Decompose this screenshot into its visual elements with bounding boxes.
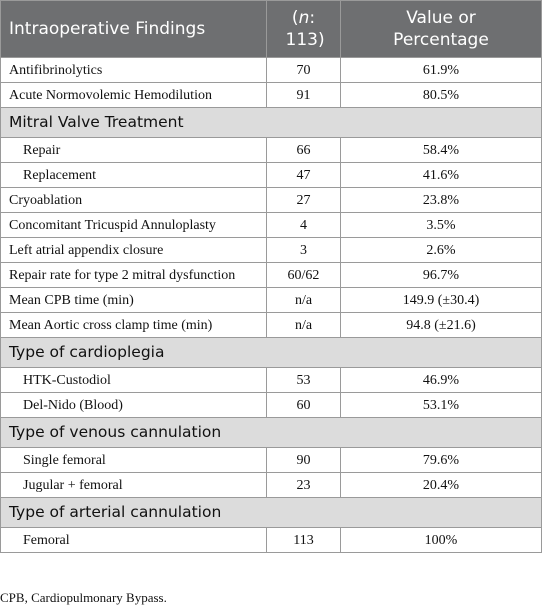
header-row: Intraoperative Findings (n: 113) Value o… bbox=[0, 0, 542, 58]
section-cell: Mitral Valve Treatment bbox=[0, 107, 542, 138]
value-cell: 41.6% bbox=[340, 162, 542, 188]
label-cell: Femoral bbox=[0, 527, 267, 553]
label-cell: HTK-Custodiol bbox=[0, 367, 267, 393]
data-row: Antifibrinolytics 70 61.9% bbox=[0, 57, 542, 83]
section-row: Type of venous cannulation bbox=[0, 417, 542, 448]
value-cell: 53.1% bbox=[340, 392, 542, 418]
data-row: Jugular + femoral 23 20.4% bbox=[0, 472, 542, 498]
value-cell: 20.4% bbox=[340, 472, 542, 498]
value-cell: 149.9 (±30.4) bbox=[340, 287, 542, 313]
label-cell: Concomitant Tricuspid Annuloplasty bbox=[0, 212, 267, 238]
label-cell: Repair bbox=[0, 137, 267, 163]
header-cell: Intraoperative Findings bbox=[0, 0, 267, 58]
label-cell: Single femoral bbox=[0, 447, 267, 473]
label-cell: Cryoablation bbox=[0, 187, 267, 213]
n-cell: 60 bbox=[266, 392, 341, 418]
section-cell: Type of arterial cannulation bbox=[0, 497, 542, 528]
header-cell: Value or Percentage bbox=[340, 0, 542, 58]
data-row: HTK-Custodiol 53 46.9% bbox=[0, 367, 542, 393]
header-text: : 113) bbox=[285, 8, 325, 50]
label-cell: Left atrial appendix closure bbox=[0, 237, 267, 263]
n-cell: 113 bbox=[266, 527, 341, 553]
label-cell: Mean Aortic cross clamp time (min) bbox=[0, 312, 267, 338]
value-cell: 23.8% bbox=[340, 187, 542, 213]
n-cell: 23 bbox=[266, 472, 341, 498]
data-row: Del-Nido (Blood) 60 53.1% bbox=[0, 392, 542, 418]
n-cell: 70 bbox=[266, 57, 341, 83]
value-cell: 96.7% bbox=[340, 262, 542, 288]
n-cell: 91 bbox=[266, 82, 341, 108]
data-row: Concomitant Tricuspid Annuloplasty 4 3.5% bbox=[0, 212, 542, 238]
label-cell: Replacement bbox=[0, 162, 267, 188]
value-cell: 61.9% bbox=[340, 57, 542, 83]
table-body: Antifibrinolytics 70 61.9% Acute Normovolem… bbox=[0, 57, 542, 553]
header-italic: n bbox=[298, 8, 310, 28]
header-n: (n: 113) bbox=[285, 7, 325, 51]
n-cell: n/a bbox=[266, 287, 341, 313]
label-cell: Mean CPB time (min) bbox=[0, 287, 267, 313]
value-cell: 58.4% bbox=[340, 137, 542, 163]
header-text: ( bbox=[291, 8, 299, 28]
findings-table: Intraoperative Findings (n: 113) Value o… bbox=[0, 0, 542, 553]
n-cell: 90 bbox=[266, 447, 341, 473]
section-row: Mitral Valve Treatment bbox=[0, 107, 542, 138]
data-row: Mean Aortic cross clamp time (min) n/a 94.… bbox=[0, 312, 542, 338]
n-cell: 66 bbox=[266, 137, 341, 163]
value-cell: 80.5% bbox=[340, 82, 542, 108]
data-row: Femoral 113 100% bbox=[0, 527, 542, 553]
section-cell: Type of cardioplegia bbox=[0, 337, 542, 368]
value-cell: 2.6% bbox=[340, 237, 542, 263]
section-cell: Type of venous cannulation bbox=[0, 417, 542, 448]
header-cell: (n: 113) bbox=[266, 0, 341, 58]
value-cell: 100% bbox=[340, 527, 542, 553]
value-cell: 94.8 (±21.6) bbox=[340, 312, 542, 338]
data-row: Repair 66 58.4% bbox=[0, 137, 542, 163]
label-cell: Antifibrinolytics bbox=[0, 57, 267, 83]
header-text: Value or Percentage bbox=[393, 8, 489, 50]
data-row: Left atrial appendix closure 3 2.6% bbox=[0, 237, 542, 263]
value-cell: 79.6% bbox=[340, 447, 542, 473]
n-cell: 27 bbox=[266, 187, 341, 213]
n-cell: n/a bbox=[266, 312, 341, 338]
n-cell: 47 bbox=[266, 162, 341, 188]
data-row: Repair rate for type 2 mitral dysfunctio… bbox=[0, 262, 542, 288]
value-cell: 3.5% bbox=[340, 212, 542, 238]
label-cell: Del-Nido (Blood) bbox=[0, 392, 267, 418]
value-cell: 46.9% bbox=[340, 367, 542, 393]
label-cell: Acute Normovolemic Hemodilution bbox=[0, 82, 267, 108]
data-row: Cryoablation 27 23.8% bbox=[0, 187, 542, 213]
n-cell: 60/62 bbox=[266, 262, 341, 288]
n-cell: 3 bbox=[266, 237, 341, 263]
section-row: Type of arterial cannulation bbox=[0, 497, 542, 528]
label-cell: Jugular + femoral bbox=[0, 472, 267, 498]
section-row: Type of cardioplegia bbox=[0, 337, 542, 368]
footnote: CPB, Cardiopulmonary Bypass. bbox=[0, 590, 167, 605]
data-row: Mean CPB time (min) n/a 149.9 (±30.4) bbox=[0, 287, 542, 313]
data-row: Acute Normovolemic Hemodilution 91 80.5% bbox=[0, 82, 542, 108]
n-cell: 53 bbox=[266, 367, 341, 393]
n-cell: 4 bbox=[266, 212, 341, 238]
data-row: Replacement 47 41.6% bbox=[0, 162, 542, 188]
label-cell: Repair rate for type 2 mitral dysfunctio… bbox=[0, 262, 267, 288]
data-row: Single femoral 90 79.6% bbox=[0, 447, 542, 473]
